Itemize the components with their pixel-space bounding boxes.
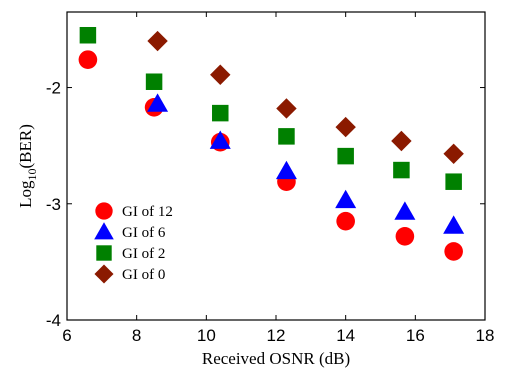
legend: GI of 12 GI of 6 GI of 2 GI of 0 — [94, 202, 173, 284]
y-tick-label: -2 — [46, 79, 61, 98]
data-point — [444, 242, 463, 261]
data-point — [278, 128, 295, 145]
x-axis-title: Received OSNR (dB) — [202, 349, 350, 368]
legend-item: GI of 12 — [95, 202, 173, 220]
legend-label: GI of 2 — [122, 246, 165, 262]
y-axis-title: Log10(BER) — [16, 124, 39, 208]
series-2 — [147, 93, 465, 234]
data-point — [275, 160, 297, 180]
data-point — [79, 26, 97, 44]
points-layer — [78, 26, 465, 261]
data-point — [276, 98, 297, 119]
data-point — [395, 227, 415, 246]
data-point — [335, 189, 357, 209]
data-point — [443, 143, 464, 164]
y-axis-title-main: Log — [16, 180, 35, 208]
x-tick-label: 16 — [406, 326, 425, 345]
data-point — [391, 130, 412, 152]
data-point — [209, 130, 231, 149]
data-point — [394, 201, 416, 220]
series-3 — [79, 26, 462, 190]
y-tick-label: -3 — [46, 195, 61, 214]
legend-label: GI of 12 — [122, 204, 173, 220]
ticks-layer: 6 8 10 12 14 16 18 -2 -3 -4 — [46, 12, 495, 345]
x-tick-label: 18 — [476, 326, 495, 345]
y-axis-title-sub: 10 — [25, 169, 39, 181]
data-point — [145, 73, 163, 90]
x-tick-label: 14 — [336, 326, 355, 345]
legend-item: GI of 0 — [94, 264, 165, 284]
data-point — [210, 64, 231, 85]
data-point — [443, 215, 465, 234]
x-tick-label: 12 — [267, 326, 286, 345]
data-point — [78, 50, 98, 69]
data-point — [335, 116, 356, 138]
legend-label: GI of 0 — [122, 267, 165, 283]
legend-label: GI of 6 — [122, 225, 166, 241]
legend-marker — [96, 245, 112, 261]
data-point — [337, 147, 354, 165]
legend-item: GI of 6 — [94, 222, 166, 241]
data-point — [147, 93, 169, 112]
legend-item: GI of 2 — [96, 245, 165, 262]
data-point — [336, 211, 355, 231]
x-tick-label: 10 — [197, 326, 216, 345]
series-4 — [147, 30, 464, 164]
y-axis-title-tail: (BER) — [16, 124, 35, 168]
data-point — [445, 173, 462, 190]
y-tick-label: -4 — [46, 311, 61, 330]
x-tick-label: 8 — [132, 326, 141, 345]
legend-marker — [95, 202, 113, 220]
x-tick-label: 6 — [62, 326, 71, 345]
data-point — [212, 104, 229, 122]
legend-marker — [94, 222, 114, 240]
legend-marker — [94, 264, 114, 284]
data-point — [393, 161, 410, 179]
data-point — [147, 30, 168, 52]
